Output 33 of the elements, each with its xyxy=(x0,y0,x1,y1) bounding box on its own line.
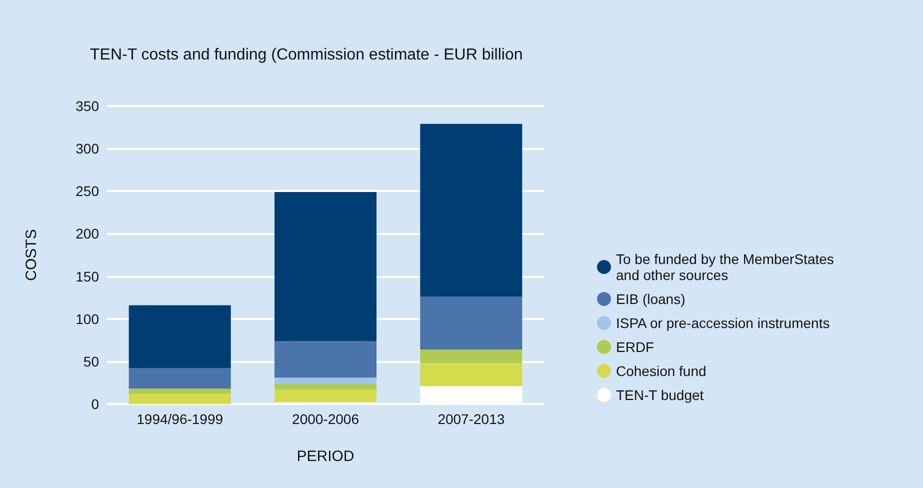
bar xyxy=(274,378,376,384)
bar xyxy=(274,384,376,390)
x-tick-label: 2007-2013 xyxy=(438,411,505,427)
y-tick-label: 350 xyxy=(76,98,100,114)
y-tick-label: 150 xyxy=(76,268,100,284)
legend-label: ERDF xyxy=(616,339,654,355)
bar xyxy=(128,368,231,389)
y-tick-label: 200 xyxy=(76,226,100,242)
bar xyxy=(420,124,522,297)
bar xyxy=(128,388,231,394)
y-tick-label: 50 xyxy=(83,353,100,370)
bar xyxy=(128,394,231,404)
y-tick-label: 300 xyxy=(76,140,100,157)
bar xyxy=(274,340,376,378)
legend-label: ISPA or pre-accession instruments xyxy=(616,315,830,331)
x-tick-label: 1994/96-1999 xyxy=(136,411,224,427)
y-axis-title: COSTS xyxy=(23,229,40,281)
bar xyxy=(420,363,522,386)
legend-label: EIB (loans) xyxy=(616,291,686,307)
legend-label: TEN-T budget xyxy=(616,387,704,403)
x-axis-title: PERIOD xyxy=(296,448,354,465)
y-tick-label: 250 xyxy=(76,183,100,200)
bar xyxy=(420,350,522,364)
bar xyxy=(274,192,376,341)
x-tick-label: 2000-2006 xyxy=(292,411,360,427)
legend-label: To be funded by the MemberStates and other sources xyxy=(616,251,838,283)
y-tick-label: 0 xyxy=(91,396,100,412)
bar xyxy=(274,390,376,402)
bar xyxy=(128,305,231,368)
chart-title: TEN-T costs and funding (Commission estimate - EUR billion xyxy=(90,46,523,64)
legend-label: Cohesion fund xyxy=(616,363,706,379)
bar xyxy=(420,296,522,350)
y-tick-label: 100 xyxy=(76,310,100,327)
